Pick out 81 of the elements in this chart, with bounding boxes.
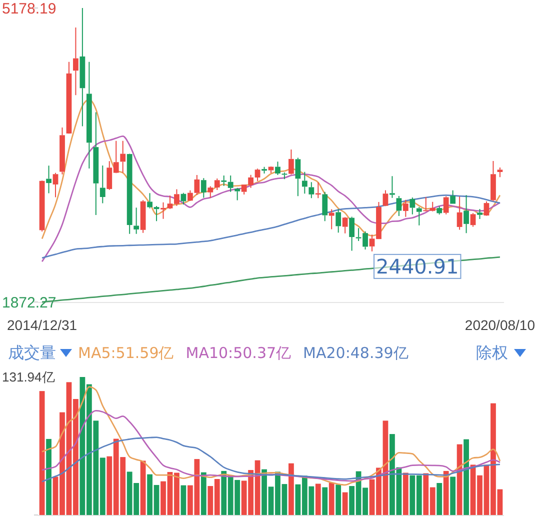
candlestick [450,190,456,204]
candlestick [200,178,206,198]
bar [464,439,469,515]
candlestick [302,171,308,194]
candlestick [464,194,469,234]
candlestick [268,166,274,174]
candlestick [86,61,92,170]
text: MA20:48.39亿 [303,344,408,362]
candlestick [120,140,126,174]
candlestick [221,174,227,186]
y-tick-label: 1872.27 [2,294,56,312]
bar [315,484,321,515]
candlestick [484,200,490,216]
candlestick [349,216,355,252]
candlestick [308,182,314,199]
bar [322,487,328,515]
candlestick [322,191,328,222]
candlestick [214,178,220,190]
candlestick [396,196,402,217]
candlestick [342,218,348,234]
legend-title: 成交量 [8,343,56,362]
candlestick [328,208,334,230]
candlestick [73,26,78,96]
candlestick [262,166,267,174]
candlestick [443,196,449,215]
text: MA10:50.37亿 [186,344,292,362]
candlestick [390,176,395,198]
bar [288,463,294,515]
candlestick [180,192,186,205]
candlestick [228,174,234,192]
y-tick-label: 131.94亿 [2,370,55,385]
bar [46,438,52,515]
bar [328,482,334,515]
candlestick [154,205,160,222]
candlestick [93,112,99,216]
candlestick [80,8,86,127]
bar [200,472,206,515]
candlestick [46,165,52,194]
bar [140,460,146,515]
candlestick [477,208,482,220]
series-label: MA5:51.59亿 [78,344,174,362]
candlestick [187,190,193,201]
candlestick [336,208,342,234]
bar [443,470,449,515]
candlestick [288,149,294,174]
candlestick [208,186,214,198]
bar [342,492,348,515]
text: 除权 [476,343,508,362]
candlestick [497,166,503,178]
candlestick [382,190,388,206]
candlestick [254,168,260,182]
candlestick [436,206,442,216]
x-tick-label: 2020/08/10 [464,317,536,333]
candlestick [52,172,58,198]
candlestick [134,207,140,234]
bar [402,472,408,515]
y-tick-label: 5178.19 [2,0,56,18]
candlestick [147,192,152,209]
candlestick [39,180,45,232]
candlestick [282,172,288,180]
candlestick [100,165,106,204]
bar [180,485,186,515]
bar [39,391,45,515]
candlestick [60,126,65,175]
candlestick [456,196,462,230]
candlestick [416,206,422,226]
candlestick [470,212,476,228]
candlestick [295,157,301,197]
bar [450,476,456,515]
line-series [41,194,501,259]
candlestick [234,187,240,201]
candlestick [140,200,146,234]
x-tick-label: 2014/12/31 [7,317,78,333]
bar [336,484,342,515]
candlestick [402,199,408,218]
candlestick [490,160,496,202]
annotation: 2440.91 [376,254,459,278]
candlestick [194,174,200,196]
bar [436,482,442,515]
candlestick [410,196,416,215]
candlestick [275,161,280,176]
